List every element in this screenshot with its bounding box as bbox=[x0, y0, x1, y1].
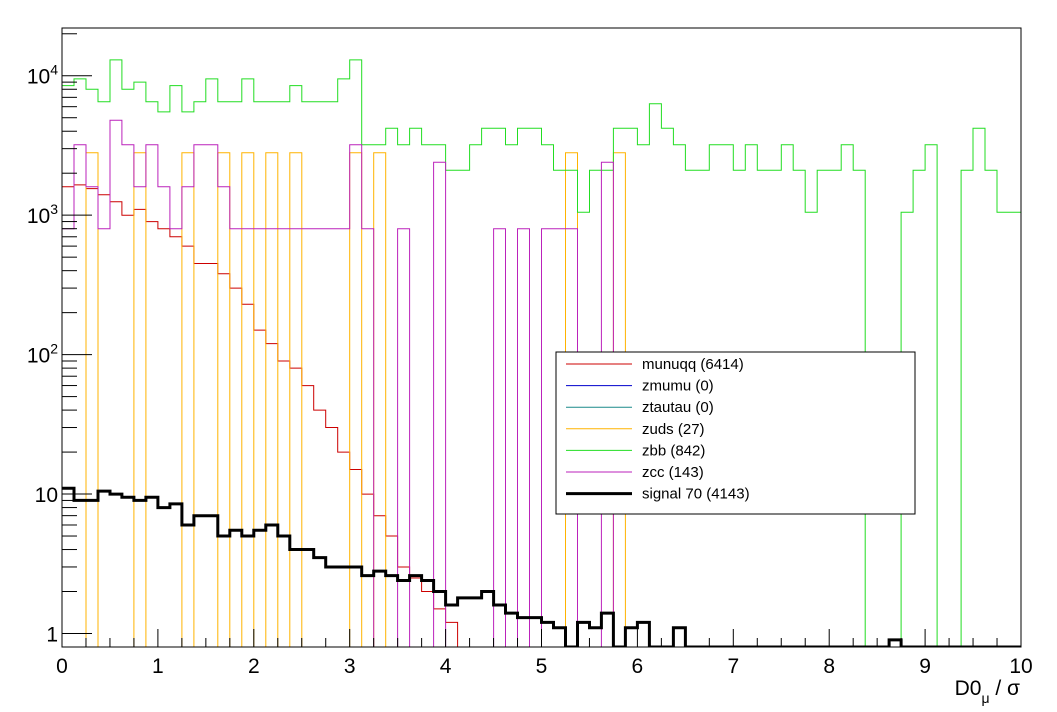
x-axis-title: D0μ / σ bbox=[955, 677, 1020, 706]
series-line-4 bbox=[62, 59, 1021, 647]
x-tick-label: 2 bbox=[248, 655, 260, 678]
x-tick-label: 9 bbox=[919, 655, 931, 678]
x-tick-label: 1 bbox=[152, 655, 164, 678]
y-axis: 1 10 102 103 104 bbox=[27, 33, 92, 646]
y-tick-label: 104 bbox=[27, 62, 58, 89]
series-layer bbox=[62, 59, 1021, 647]
x-axis-title-sub: μ bbox=[981, 690, 989, 706]
x-tick-label: 8 bbox=[823, 655, 835, 678]
x-axis: 0 1 2 3 4 5 6 7 8 9 10 bbox=[56, 629, 1033, 678]
legend-box bbox=[555, 351, 916, 515]
x-axis-title-tail: / σ bbox=[990, 677, 1021, 700]
x-tick-label: 4 bbox=[440, 655, 452, 678]
legend-entry: zuds (27) bbox=[642, 421, 705, 438]
y-tick-label: 103 bbox=[27, 201, 58, 228]
x-tick-label: 10 bbox=[1009, 655, 1032, 678]
x-tick-label: 3 bbox=[344, 655, 356, 678]
legend-entry: munuqq (6414) bbox=[642, 356, 744, 373]
y-tick-label: 102 bbox=[27, 341, 58, 368]
legend-entry: zbb (842) bbox=[642, 442, 705, 459]
x-axis-title-main: D0 bbox=[955, 677, 982, 700]
y-tick-label: 10 bbox=[35, 484, 58, 507]
x-tick-label: 5 bbox=[536, 655, 548, 678]
x-tick-label: 0 bbox=[56, 655, 68, 678]
series-line-5 bbox=[62, 119, 614, 647]
series-line-6 bbox=[62, 486, 1021, 647]
legend-entry: ztautau (0) bbox=[642, 399, 714, 416]
legend: munuqq (6414) zmumu (0) ztautau (0) zuds (2… bbox=[555, 351, 916, 515]
legend-entry: zcc (143) bbox=[642, 464, 704, 481]
y-tick-label: 1 bbox=[46, 623, 58, 646]
x-tick-label: 7 bbox=[727, 655, 739, 678]
legend-entry: signal 70 (4143) bbox=[642, 486, 750, 503]
x-tick-label: 6 bbox=[632, 655, 644, 678]
legend-entry: zmumu (0) bbox=[642, 378, 714, 395]
